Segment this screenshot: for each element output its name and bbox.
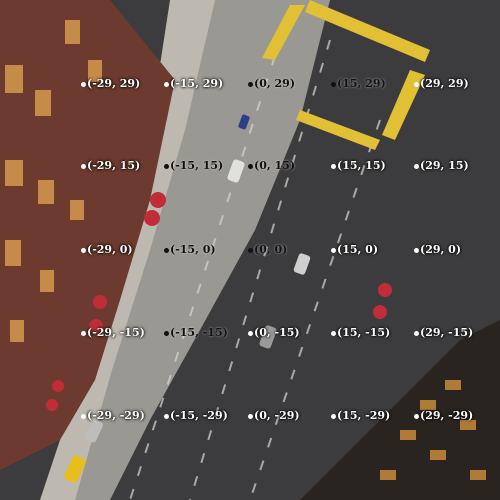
grid-marker-dot[interactable]: [80, 163, 86, 169]
grid-marker-label: (-15, -29): [170, 409, 228, 422]
grid-marker-dot[interactable]: [330, 247, 336, 253]
grid-marker-dot[interactable]: [330, 163, 336, 169]
grid-marker-label: (-15, 0): [170, 243, 216, 256]
grid-marker-label: (29, -15): [420, 326, 474, 339]
grid-marker-label: (-15, 15): [170, 159, 224, 172]
grid-marker-label: (29, -29): [420, 409, 474, 422]
grid-marker-dot[interactable]: [163, 330, 169, 336]
grid-marker-dot[interactable]: [413, 163, 419, 169]
grid-marker-label: (-29, 29): [87, 77, 141, 90]
taxi: [64, 455, 86, 483]
grid-marker-label: (-29, 0): [87, 243, 133, 256]
cafe-umbrellas: [46, 192, 392, 411]
car: [84, 419, 104, 443]
grid-marker-label: (0, 15): [254, 159, 296, 172]
right-building-windows: [380, 380, 486, 480]
grid-marker-label: (-15, -15): [170, 326, 228, 339]
grid-marker-dot[interactable]: [163, 81, 169, 87]
grid-marker-label: (0, -15): [254, 326, 300, 339]
grid-marker-dot[interactable]: [247, 413, 253, 419]
sunlit-street-band: [55, 0, 330, 500]
grid-marker-dot[interactable]: [80, 413, 86, 419]
grid-marker-dot[interactable]: [247, 81, 253, 87]
grid-marker-label: (29, 0): [420, 243, 462, 256]
grid-marker-dot[interactable]: [80, 81, 86, 87]
grid-marker-dot[interactable]: [330, 330, 336, 336]
grid-marker-dot[interactable]: [413, 413, 419, 419]
grid-marker-label: (29, 29): [420, 77, 469, 90]
grid-marker-dot[interactable]: [163, 163, 169, 169]
grid-marker-label: (-29, -29): [87, 409, 145, 422]
grid-marker-label: (0, -29): [254, 409, 300, 422]
grid-marker-label: (15, -29): [337, 409, 391, 422]
grid-marker-dot[interactable]: [330, 413, 336, 419]
grid-marker-label: (29, 15): [420, 159, 469, 172]
left-building: [0, 0, 175, 470]
car: [227, 159, 245, 183]
grid-marker-label: (-29, -15): [87, 326, 145, 339]
car: [293, 253, 311, 275]
grid-marker-dot[interactable]: [163, 413, 169, 419]
grid-marker-label: (-29, 15): [87, 159, 141, 172]
grid-marker-dot[interactable]: [413, 330, 419, 336]
crosswalk: [262, 0, 430, 150]
grid-marker-dot[interactable]: [413, 81, 419, 87]
grid-marker-dot[interactable]: [247, 330, 253, 336]
grid-marker-label: (15, 29): [337, 77, 386, 90]
right-building: [300, 320, 500, 500]
car: [238, 114, 250, 130]
grid-marker-dot[interactable]: [413, 247, 419, 253]
left-building-windows: [5, 20, 102, 342]
grid-marker-dot[interactable]: [163, 247, 169, 253]
grid-marker-label: (0, 29): [254, 77, 296, 90]
car: [259, 325, 277, 349]
grid-marker-dot[interactable]: [80, 330, 86, 336]
grid-marker-label: (0, 0): [254, 243, 288, 256]
grid-marker-label: (15, 0): [337, 243, 379, 256]
grid-marker-label: (-15, 29): [170, 77, 224, 90]
grid-marker-dot[interactable]: [247, 163, 253, 169]
grid-marker-dot[interactable]: [247, 247, 253, 253]
grid-marker-dot[interactable]: [330, 81, 336, 87]
grid-marker-label: (15, -15): [337, 326, 391, 339]
grid-marker-dot[interactable]: [80, 247, 86, 253]
grid-marker-label: (15, 15): [337, 159, 386, 172]
